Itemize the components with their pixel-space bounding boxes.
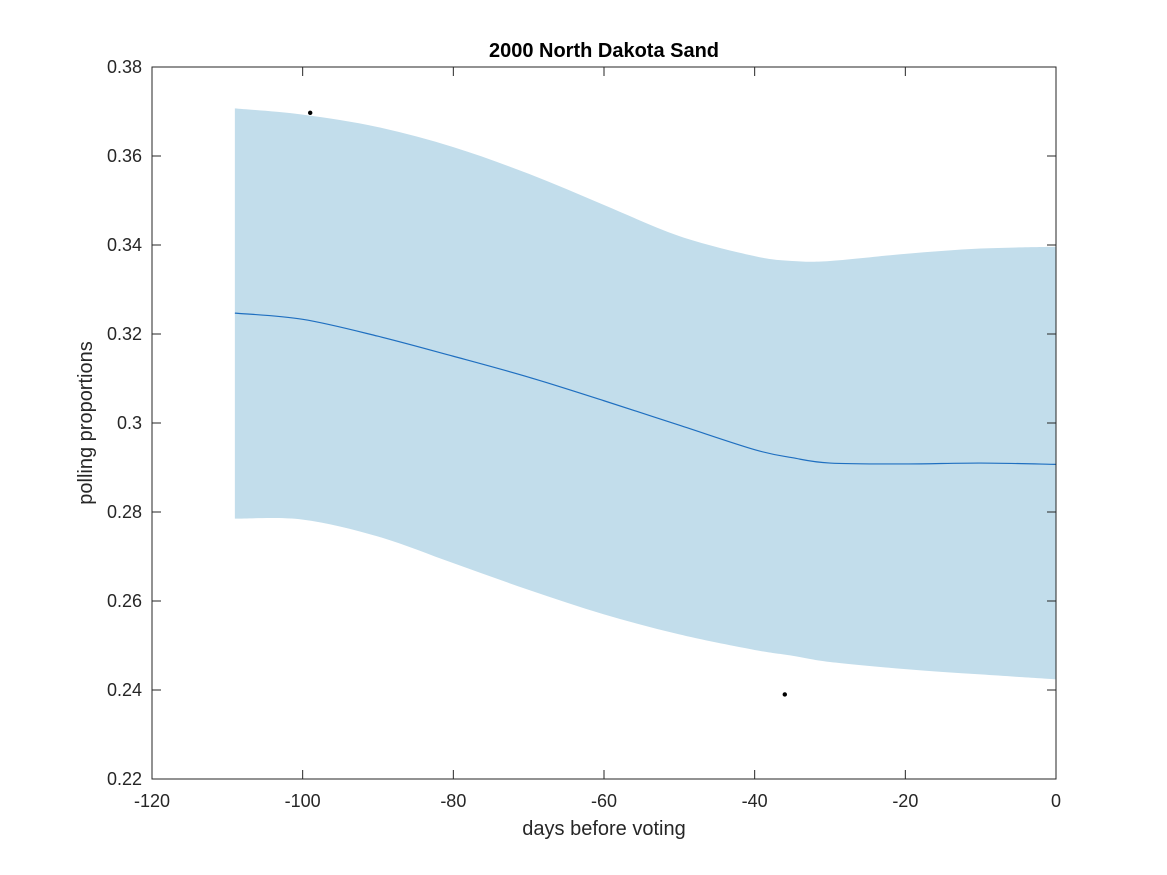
mean-trend-line xyxy=(234,312,1057,465)
x-tick-label: 0 xyxy=(1051,791,1061,811)
poll-point xyxy=(782,692,787,697)
y-tick-label: 0.26 xyxy=(107,591,142,611)
chart-title: 2000 North Dakota Sand xyxy=(489,40,719,62)
y-axis-label: polling proportions xyxy=(75,341,97,504)
axes: -120 -100 -80 -60 -40 -20 0 0.22 0.24 0.26 0.28 0.3… xyxy=(107,57,1061,811)
y-tick-label: 0.24 xyxy=(107,680,142,700)
plot-area xyxy=(234,108,1057,697)
x-tick-label: -20 xyxy=(892,791,918,811)
y-tick-label: 0.38 xyxy=(107,57,142,77)
y-tick-label: 0.3 xyxy=(117,413,142,433)
x-tick-label: -120 xyxy=(134,791,170,811)
x-tick-label: -40 xyxy=(742,791,768,811)
y-tick-label: 0.36 xyxy=(107,146,142,166)
x-tick-label: -60 xyxy=(591,791,617,811)
y-tick-label: 0.34 xyxy=(107,235,142,255)
poll-point xyxy=(308,110,313,116)
y-tick-label: 0.32 xyxy=(107,324,142,344)
x-axis-label: days before voting xyxy=(522,818,685,840)
y-tick-label: 0.22 xyxy=(107,769,142,789)
confidence-band xyxy=(234,108,1056,680)
y-tick-label: 0.28 xyxy=(107,502,142,522)
x-tick-label: -100 xyxy=(285,791,321,811)
x-tick-label: -80 xyxy=(440,791,466,811)
